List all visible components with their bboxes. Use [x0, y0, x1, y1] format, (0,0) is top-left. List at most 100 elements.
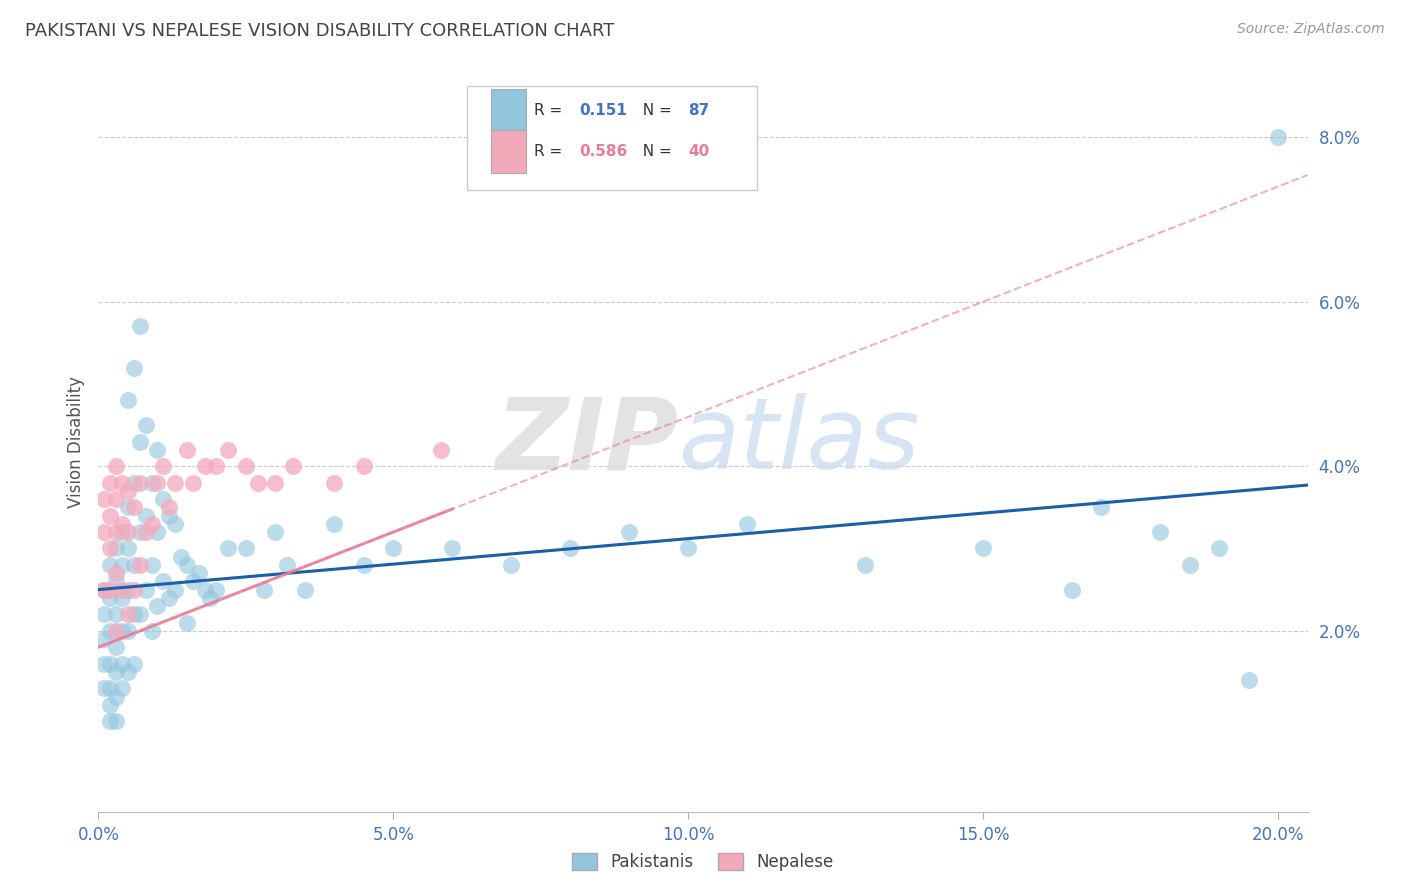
Point: [98, 657, 121, 671]
Point: [135, 508, 157, 523]
Point: [105, 566, 128, 581]
Point: [323, 516, 346, 531]
Point: [441, 541, 464, 556]
Point: [117, 483, 139, 498]
Point: [128, 524, 150, 539]
Point: [1237, 673, 1260, 687]
Text: R =: R =: [534, 103, 567, 118]
Point: [111, 516, 134, 531]
Point: [117, 393, 139, 408]
Point: [146, 524, 169, 539]
Point: [429, 442, 451, 457]
Point: [111, 582, 134, 597]
FancyBboxPatch shape: [467, 87, 758, 190]
Text: PAKISTANI VS NEPALESE VISION DISABILITY CORRELATION CHART: PAKISTANI VS NEPALESE VISION DISABILITY …: [25, 22, 614, 40]
Point: [93, 657, 115, 671]
Point: [105, 714, 128, 729]
Point: [93, 632, 115, 646]
Point: [111, 524, 134, 539]
Point: [122, 582, 145, 597]
Point: [323, 475, 346, 490]
Text: R =: R =: [534, 144, 567, 159]
Point: [98, 475, 121, 490]
Y-axis label: Vision Disability: Vision Disability: [66, 376, 84, 508]
Point: [619, 524, 641, 539]
Point: [111, 657, 134, 671]
Point: [93, 607, 115, 622]
Point: [353, 558, 375, 572]
Point: [98, 714, 121, 729]
Point: [678, 541, 700, 556]
Point: [122, 475, 145, 490]
Point: [128, 475, 150, 490]
Point: [128, 558, 150, 572]
Point: [1090, 500, 1112, 515]
Point: [205, 459, 228, 474]
Text: ZIP: ZIP: [496, 393, 679, 490]
Point: [122, 657, 145, 671]
Point: [117, 524, 139, 539]
Point: [141, 475, 163, 490]
Text: N =: N =: [633, 144, 676, 159]
Point: [276, 558, 298, 572]
Point: [501, 558, 523, 572]
Point: [181, 574, 204, 589]
Point: [246, 475, 269, 490]
Point: [170, 549, 193, 564]
Point: [117, 500, 139, 515]
Point: [560, 541, 582, 556]
Point: [152, 574, 174, 589]
Point: [105, 624, 128, 638]
Point: [294, 582, 316, 597]
Point: [165, 475, 187, 490]
Point: [98, 582, 121, 597]
Text: N =: N =: [633, 103, 676, 118]
Text: Source: ZipAtlas.com: Source: ZipAtlas.com: [1237, 22, 1385, 37]
Point: [93, 582, 115, 597]
Point: [93, 524, 115, 539]
Point: [1178, 558, 1201, 572]
Point: [98, 591, 121, 605]
Point: [187, 566, 209, 581]
Point: [735, 516, 758, 531]
Point: [135, 524, 157, 539]
Point: [194, 582, 217, 597]
Point: [217, 541, 239, 556]
Point: [105, 459, 128, 474]
Point: [235, 541, 257, 556]
Point: [176, 558, 198, 572]
Point: [105, 574, 128, 589]
Point: [105, 541, 128, 556]
Point: [141, 558, 163, 572]
Point: [117, 541, 139, 556]
Text: 40: 40: [689, 144, 710, 159]
Point: [252, 582, 274, 597]
Point: [122, 360, 145, 375]
Point: [200, 591, 222, 605]
Point: [105, 524, 128, 539]
Point: [141, 624, 163, 638]
Point: [105, 665, 128, 679]
Point: [382, 541, 405, 556]
Point: [93, 582, 115, 597]
Point: [264, 475, 287, 490]
Point: [264, 524, 287, 539]
Point: [165, 582, 187, 597]
Point: [122, 558, 145, 572]
Point: [235, 459, 257, 474]
Point: [93, 492, 115, 507]
Point: [111, 591, 134, 605]
Point: [111, 624, 134, 638]
Point: [141, 516, 163, 531]
Point: [176, 615, 198, 630]
Point: [152, 492, 174, 507]
Point: [111, 681, 134, 696]
Point: [1149, 524, 1171, 539]
Point: [176, 442, 198, 457]
Point: [117, 607, 139, 622]
Point: [98, 558, 121, 572]
Text: 0.151: 0.151: [579, 103, 627, 118]
Point: [105, 640, 128, 655]
Point: [157, 508, 180, 523]
Point: [181, 475, 204, 490]
